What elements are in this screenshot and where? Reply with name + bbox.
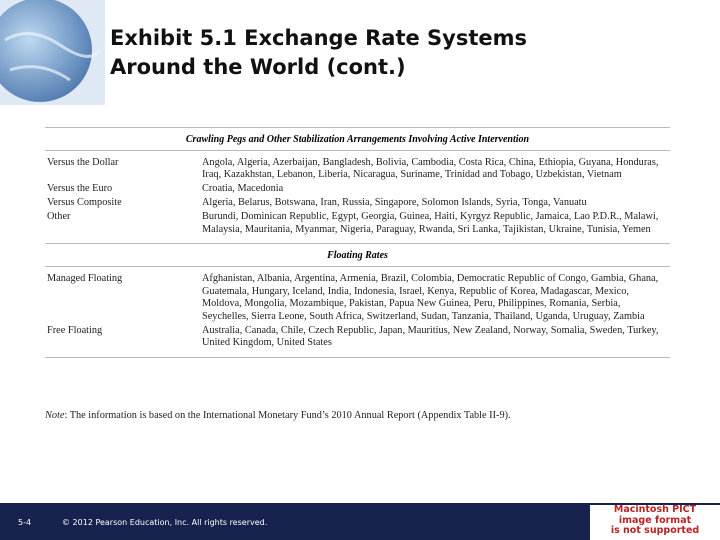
row-label: Other <box>47 211 71 223</box>
section-rows: Managed Floating Afghanistan, Albania, Ar… <box>45 267 670 358</box>
row-label: Free Floating <box>47 324 103 336</box>
globe-icon <box>0 0 105 105</box>
row: Versus the Euro Croatia, Macedonia <box>45 183 670 195</box>
image-note-line: image format <box>618 514 692 526</box>
row: Versus the Dollar Angola, Algeria, Azerba… <box>45 157 670 182</box>
copyright: © 2012 Pearson Education, Inc. All right… <box>62 518 268 527</box>
note: Note: The information is based on the In… <box>45 410 511 421</box>
section-title: Crawling Pegs and Other Stabilization Ar… <box>45 128 670 151</box>
image-note-line: is not supported <box>610 525 700 536</box>
row: Free Floating Australia, Canada, Chile, C… <box>45 325 670 350</box>
row-text: Croatia, Macedonia <box>202 183 284 195</box>
row-text: Algeria, Belarus, Botswana, Iran, Russia… <box>202 197 587 209</box>
note-text: : The information is based on the Intern… <box>64 410 511 421</box>
slide-number: 5-4 <box>18 518 32 527</box>
row: Managed Floating Afghanistan, Albania, Ar… <box>45 273 670 323</box>
row: Other Burundi, Dominican Republic, Egypt,… <box>45 211 670 236</box>
image-note-line: Macintosh PICT <box>613 504 697 515</box>
note-label: Note <box>45 410 65 421</box>
section-rows: Versus the Dollar Angola, Algeria, Azerba… <box>45 151 670 245</box>
table: Crawling Pegs and Other Stabilization Ar… <box>45 127 670 358</box>
row-text: Australia, Canada, Chile, Czech Republic… <box>202 324 659 348</box>
title: Exhibit 5.1 Exchange Rate Systems Around … <box>110 24 527 82</box>
row-text: Afghanistan, Albania, Argentina, Armenia… <box>202 273 659 322</box>
title-line: Around the World (cont.) <box>110 55 406 79</box>
row-label: Versus Composite <box>47 197 122 209</box>
row-text: Angola, Algeria, Azerbaijan, Bangladesh,… <box>202 157 659 181</box>
row: Versus Composite Algeria, Belarus, Botswa… <box>45 197 670 209</box>
image-placeholder: Macintosh PICT image format is not support… <box>590 504 720 540</box>
row-label: Versus the Dollar <box>47 157 119 168</box>
title-line: Exhibit 5.1 Exchange Rate Systems <box>110 26 528 50</box>
row-label: Managed Floating <box>47 273 123 285</box>
section-title: Floating Rates <box>45 244 670 268</box>
row-text: Burundi, Dominican Republic, Egypt, Geor… <box>202 211 659 235</box>
row-label: Versus the Euro <box>47 183 113 195</box>
